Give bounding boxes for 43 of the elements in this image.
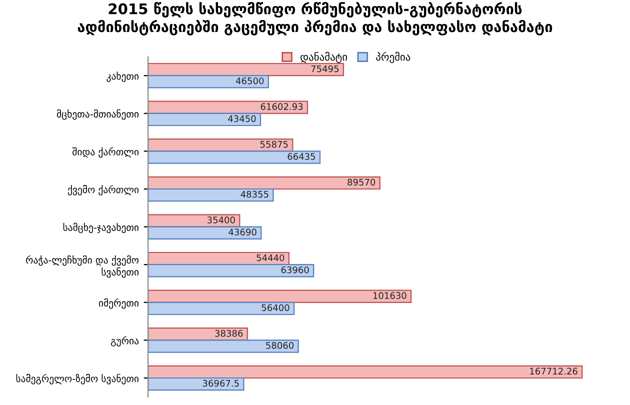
data-label: 46500 (236, 77, 264, 84)
bar (148, 302, 295, 316)
bar (148, 100, 308, 114)
data-label: 38386 (215, 330, 243, 337)
y-tick-label: შიდა ქართლი (72, 147, 139, 158)
data-label: 58060 (266, 342, 294, 349)
data-label: 61602.93 (260, 103, 303, 110)
data-label: 75495 (311, 65, 338, 72)
bar (148, 226, 262, 240)
y-tick-label: რაჭა-ლეჩხუმი და ქვემო სვანეთი (26, 255, 139, 278)
data-label: 43450 (228, 115, 256, 122)
bar (148, 176, 380, 190)
y-tick-label: კახეთი (106, 72, 139, 82)
y-tick-label: სამეგრელო-ზემო სვანეთი (16, 374, 139, 384)
bar (148, 340, 299, 353)
data-label: 167712.26 (530, 368, 578, 375)
data-label: 54440 (256, 254, 284, 262)
bar (148, 365, 583, 379)
data-label: 66435 (288, 153, 316, 160)
bar (148, 112, 262, 126)
bar (148, 264, 314, 278)
bar (148, 150, 321, 164)
data-label: 55875 (260, 140, 288, 148)
y-tick-label: სამცხე-ჯავახეთი (63, 222, 139, 234)
data-label: 48355 (240, 190, 268, 198)
bar (148, 75, 269, 88)
bar (148, 188, 274, 202)
data-label: 43690 (228, 228, 256, 236)
bar (148, 377, 244, 391)
y-tick-label: იმერეთი (98, 298, 139, 309)
legend-label: პრემია (376, 52, 410, 64)
data-label: 101630 (373, 292, 406, 299)
y-tick-label: ქვემო ქართლი (68, 184, 139, 196)
chart-title: 2015 წელს სახელმწიფო რწმუნებულის-გუბერნატორის ადმინისტრაციებში გაცემული პრემია და სახელფასო დანამატი (78, 2, 552, 36)
y-tick-label: მცხეთა-მთიანეთი (56, 109, 139, 120)
bar (148, 290, 412, 303)
data-label: 36967.5 (202, 380, 239, 387)
data-label: 56400 (262, 304, 290, 312)
data-label: 35400 (207, 216, 235, 224)
y-tick-label: გურია (111, 336, 139, 347)
data-label: 63960 (281, 266, 309, 274)
legend-label: დანამატი (300, 52, 348, 64)
data-label: 89570 (348, 178, 376, 186)
